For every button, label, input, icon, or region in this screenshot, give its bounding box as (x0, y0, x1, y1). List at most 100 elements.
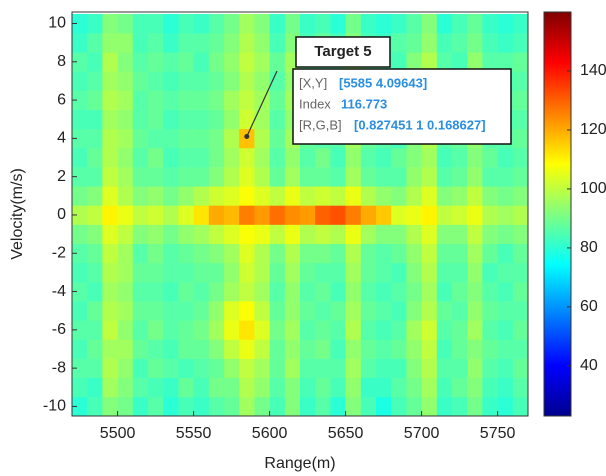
heatmap-cell (436, 243, 453, 264)
x-tick-label: 5650 (328, 425, 364, 442)
heatmap-cell (482, 13, 498, 34)
heatmap-cell (452, 147, 468, 168)
heatmap-cell (102, 339, 118, 359)
heatmap-cell (376, 320, 392, 340)
heatmap-cell (512, 281, 529, 302)
heatmap-cell (315, 186, 331, 206)
heatmap-cell (132, 71, 149, 91)
heatmap-cell (452, 167, 468, 187)
datatip-value: 116.773 (341, 96, 387, 111)
heatmap-cell (148, 377, 164, 398)
plot-frame (71, 11, 529, 417)
heatmap-cell (452, 205, 468, 225)
heatmap-cell (512, 358, 529, 379)
heatmap-cell (497, 13, 514, 34)
heatmap-cell (148, 13, 164, 34)
colorbar-tick-label: 140 (580, 62, 606, 79)
heatmap-cell (117, 90, 134, 110)
heatmap-cell (178, 377, 194, 398)
heatmap-cell (467, 301, 483, 321)
heatmap-cell (72, 396, 88, 417)
datatip-value: [0.827451 1 0.168627] (354, 117, 486, 132)
heatmap-cell (421, 243, 438, 264)
heatmap-cell (482, 243, 498, 264)
heatmap-cell (284, 320, 301, 340)
datatip-key: [X,Y] (299, 75, 327, 90)
heatmap-cell (208, 90, 225, 110)
heatmap-cell (391, 186, 407, 206)
heatmap-cell (132, 396, 149, 417)
heatmap-cell (345, 13, 362, 34)
heatmap-cell (436, 167, 453, 187)
heatmap-cell (315, 358, 331, 379)
heatmap-cell (452, 301, 468, 321)
heatmap-cell (406, 281, 422, 302)
heatmap-cell (239, 377, 255, 398)
heatmap-cell (254, 13, 270, 34)
heatmap-cell (148, 224, 164, 244)
heatmap-cell (452, 281, 468, 302)
heatmap-cell (163, 186, 179, 206)
heatmap-cell (132, 147, 149, 168)
heatmap-cell (87, 33, 103, 53)
y-tick-label: 0 (57, 206, 66, 223)
heatmap-cell (208, 281, 225, 302)
heatmap-cell (224, 71, 240, 91)
heatmap-cell (87, 320, 103, 340)
heatmap-cell (376, 13, 392, 34)
heatmap-cell (512, 301, 529, 321)
heatmap-cell (284, 205, 301, 225)
heatmap-cell (467, 281, 483, 302)
heatmap-cell (269, 33, 286, 53)
heatmap-cell (163, 205, 179, 225)
heatmap-cell (391, 224, 407, 244)
heatmap-cell (315, 301, 331, 321)
heatmap-cell (330, 224, 346, 244)
heatmap-cell (512, 377, 529, 398)
heatmap-cell (178, 320, 194, 340)
heatmap-cell (376, 377, 392, 398)
y-tick-label: -2 (52, 244, 66, 261)
heatmap-cell (345, 262, 362, 283)
heatmap-cell (482, 52, 498, 72)
heatmap-cell (102, 33, 118, 53)
heatmap-cell (376, 205, 392, 225)
heatmap-cell (482, 358, 498, 379)
heatmap (72, 13, 529, 417)
heatmap-cell (391, 281, 407, 302)
heatmap-cell (148, 186, 164, 206)
heatmap-cell (193, 243, 210, 264)
heatmap-cell (72, 301, 88, 321)
heatmap-cell (148, 128, 164, 149)
heatmap-cell (497, 358, 514, 379)
heatmap-cell (467, 339, 483, 359)
heatmap-cell (208, 358, 225, 379)
heatmap-cell (102, 320, 118, 340)
heatmap-cell (269, 205, 286, 225)
heatmap-cell (148, 339, 164, 359)
heatmap-cell (467, 147, 483, 168)
heatmap-cell (178, 281, 194, 302)
heatmap-cell (269, 396, 286, 417)
heatmap-cell (269, 301, 286, 321)
heatmap-cell (178, 109, 194, 130)
heatmap-cell (87, 147, 103, 168)
heatmap-cell (452, 262, 468, 283)
heatmap-cell (117, 13, 134, 34)
heatmap-cell (436, 358, 453, 379)
heatmap-cell (163, 243, 179, 264)
heatmap-cell (421, 262, 438, 283)
heatmap-cell (269, 377, 286, 398)
heatmap-cell (87, 167, 103, 187)
heatmap-cell (284, 224, 301, 244)
y-tick-label: 8 (57, 53, 66, 70)
heatmap-cell (239, 71, 255, 91)
heatmap-cell (406, 339, 422, 359)
heatmap-cell (163, 109, 179, 130)
heatmap-cell (163, 224, 179, 244)
heatmap-cell (406, 262, 422, 283)
heatmap-cell (224, 281, 240, 302)
heatmap-cell (452, 377, 468, 398)
heatmap-cell (315, 13, 331, 34)
heatmap-cell (300, 205, 316, 225)
